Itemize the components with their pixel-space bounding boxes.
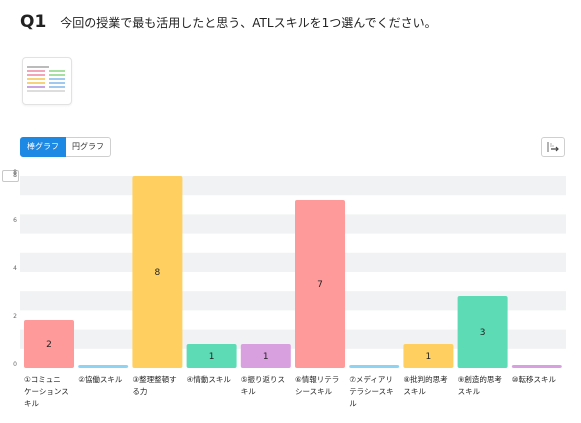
- bar: [186, 344, 237, 368]
- category-label: ②協働スキル: [78, 374, 123, 384]
- category-label: ル: [349, 399, 357, 408]
- question-text: 今回の授業で最も活用したと思う、ATLスキルを1つ選んでください。: [60, 16, 437, 30]
- question-number: Q1: [20, 12, 47, 32]
- bar-value-label: 2: [46, 340, 52, 350]
- bar: [403, 344, 454, 368]
- bar-chart: 024682①コミュニケーションスキル②協働スキル8③整理整頓する力1④情動スキ…: [13, 169, 566, 408]
- category-label: る力: [132, 386, 147, 396]
- category-label: スキル: [403, 387, 426, 396]
- y-tick-label: 8: [13, 169, 17, 176]
- chart-type-toggle: 棒グラフ 円グラフ: [20, 137, 111, 157]
- category-label: スキル: [458, 387, 481, 396]
- category-label: ⑥情報リテラ: [295, 374, 339, 384]
- bar-value-label: 1: [263, 352, 269, 362]
- bar-value-label: 3: [480, 328, 486, 338]
- y-max-input[interactable]: 8: [2, 170, 19, 182]
- category-label: シースキル: [295, 387, 333, 396]
- category-label: ④情動スキル: [187, 374, 232, 384]
- y-tick-label: 4: [13, 265, 17, 272]
- category-label: キル: [241, 387, 256, 396]
- category-label: キル: [24, 399, 39, 408]
- bar: [78, 365, 129, 368]
- y-tick-label: 6: [13, 217, 17, 224]
- pie-chart-tab[interactable]: 円グラフ: [66, 137, 111, 157]
- question-header: Q1 今回の授業で最も活用したと思う、ATLスキルを1つ選んでください。: [20, 12, 437, 32]
- category-label: ⑨創造的思考: [458, 374, 503, 384]
- bar: [132, 176, 183, 368]
- category-label: テラシースキ: [349, 387, 393, 396]
- y-tick-label: 2: [13, 313, 17, 320]
- bar-value-label: 1: [426, 352, 432, 362]
- category-label: ⑩転移スキル: [512, 374, 557, 384]
- category-label: ⑧批判的思考: [403, 374, 448, 384]
- export-arrow-icon: [547, 142, 559, 152]
- bar: [24, 320, 74, 368]
- bar-value-label: 8: [155, 268, 161, 278]
- export-button[interactable]: [541, 137, 565, 157]
- category-label: ①コミュニ: [24, 375, 61, 384]
- bar: [457, 296, 508, 368]
- bar-chart-tab[interactable]: 棒グラフ: [20, 137, 66, 157]
- category-label: ③整理整頓す: [132, 374, 176, 384]
- grid-band: [20, 176, 566, 196]
- category-label: ⑦メディアリ: [349, 374, 393, 384]
- grid-band: [20, 252, 566, 272]
- bar-value-label: 7: [317, 280, 323, 290]
- bar: [295, 200, 345, 368]
- question-image-thumbnail[interactable]: [22, 57, 72, 105]
- y-tick-label: 0: [13, 361, 17, 368]
- category-label: ⑤振り返りス: [241, 374, 285, 384]
- bar: [511, 365, 562, 368]
- category-label: ケーションス: [24, 387, 69, 396]
- grid-band: [20, 214, 566, 234]
- bar: [240, 344, 291, 368]
- bar-value-label: 1: [209, 352, 215, 362]
- bar: [349, 365, 400, 368]
